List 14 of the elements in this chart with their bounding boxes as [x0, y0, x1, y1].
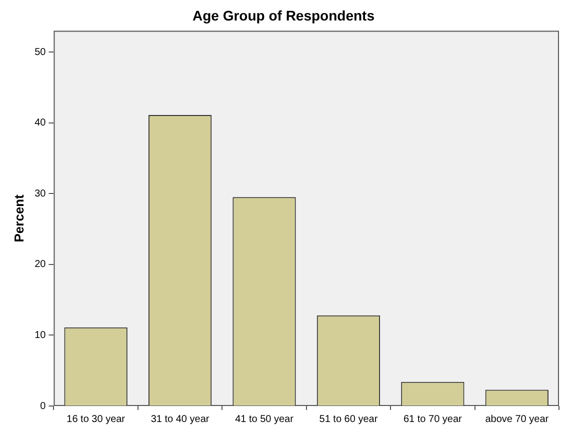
y-tick-label: 40 [34, 118, 46, 129]
x-tick-label: above 70 year [485, 414, 550, 425]
y-tick-label: 30 [34, 188, 46, 200]
x-tick-label: 61 to 70 year [403, 414, 463, 425]
x-tick-label: 31 to 40 year [150, 414, 210, 425]
y-tick-label: 50 [34, 46, 46, 58]
x-tick-label: 41 to 50 year [235, 414, 294, 425]
y-tick-label: 0 [40, 400, 46, 412]
y-tick-label: 10 [34, 330, 46, 341]
x-tick-label: 16 to 30 year [66, 414, 126, 425]
y-axis-title: Percent [11, 194, 26, 242]
x-tick-label: 51 to 60 year [319, 414, 378, 425]
chart-title: Age Group of Respondents [192, 7, 375, 24]
y-tick-label: 20 [34, 259, 46, 270]
